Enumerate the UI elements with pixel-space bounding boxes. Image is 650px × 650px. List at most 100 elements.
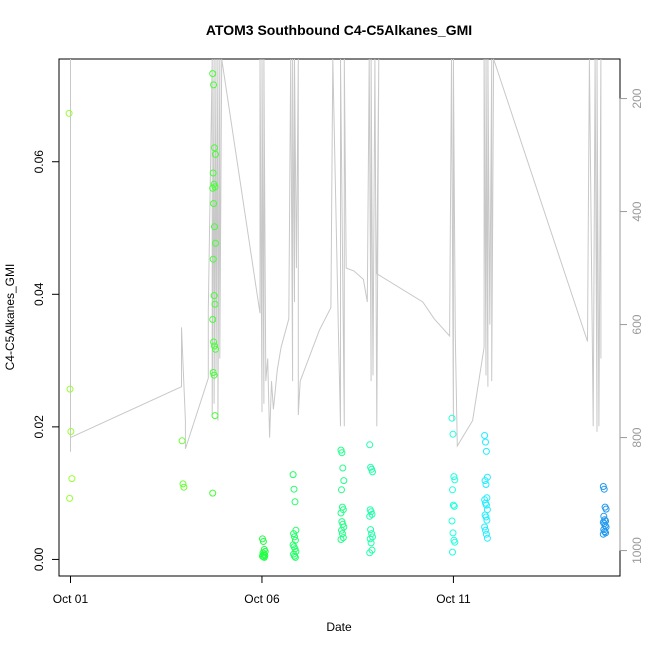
data-point: [210, 200, 218, 207]
data-point: [260, 550, 268, 558]
data-point: [599, 530, 607, 538]
data-point: [366, 441, 374, 449]
data-point: [483, 534, 491, 542]
data-point: [291, 533, 298, 541]
data-point: [481, 477, 489, 485]
data-point: [66, 494, 74, 502]
data-point: [449, 529, 457, 537]
data-point: [450, 502, 458, 510]
data-point: [482, 501, 490, 509]
data-point: [366, 512, 374, 520]
data-point: [337, 509, 345, 517]
data-point: [210, 371, 218, 379]
data-point: [178, 437, 186, 445]
y2-tick-label: 600: [630, 314, 644, 334]
data-point: [209, 70, 217, 78]
y2-tick-label: 1000: [630, 537, 644, 564]
data-point: [259, 538, 267, 545]
plot-frame: [58, 58, 621, 577]
data-point: [367, 539, 375, 547]
points-layer: [65, 70, 610, 561]
x-axis-label: Date: [326, 620, 352, 634]
data-point: [212, 239, 219, 247]
data-point: [179, 480, 187, 488]
data-point: [449, 486, 456, 494]
y-tick-label: 0.02: [32, 415, 46, 439]
data-point: [366, 535, 374, 543]
data-point: [600, 485, 608, 493]
data-point: [291, 553, 299, 561]
data-point: [260, 553, 268, 561]
data-point: [211, 144, 218, 152]
data-point: [209, 489, 217, 497]
x-tick-label: Oct 01: [53, 592, 89, 606]
data-point: [481, 432, 489, 439]
data-point: [209, 255, 217, 263]
data-point: [602, 505, 610, 513]
data-point: [67, 428, 75, 435]
data-point: [482, 530, 490, 538]
data-point: [481, 523, 489, 531]
y-tick-label: 0.00: [32, 547, 46, 571]
data-point: [451, 538, 459, 546]
data-point: [449, 548, 456, 556]
data-point: [369, 468, 376, 476]
data-point: [449, 430, 457, 438]
data-point: [210, 338, 218, 346]
y2-tick-label: 200: [630, 88, 644, 108]
data-point: [66, 385, 74, 393]
y-tick-label: 0.06: [32, 150, 46, 174]
data-point: [209, 169, 217, 177]
chart-title: ATOM3 Southbound C4-C5Alkanes_GMI: [206, 22, 472, 38]
data-point: [338, 486, 345, 494]
data-point: [449, 501, 457, 509]
data-point: [211, 300, 219, 308]
data-point: [65, 109, 73, 117]
data-point: [337, 536, 345, 543]
pressure-line-layer: [70, 58, 602, 452]
y2-axis: 200 400 600 800 1000: [619, 88, 644, 564]
y-axis-label: C4-C5Alkanes_GMI: [3, 264, 17, 371]
data-point: [259, 552, 266, 560]
data-point: [338, 526, 345, 534]
x-tick-label: Oct 11: [436, 592, 471, 606]
data-point: [209, 184, 217, 192]
data-point: [450, 473, 458, 481]
x-tick-label: Oct 06: [244, 592, 280, 606]
y-tick-label: 0.04: [32, 282, 46, 306]
data-point: [290, 530, 298, 538]
data-point: [482, 526, 489, 534]
data-point: [210, 81, 218, 89]
data-point: [210, 292, 218, 300]
data-point: [290, 485, 298, 493]
data-point: [289, 471, 297, 479]
data-point: [211, 223, 218, 231]
data-point: [483, 516, 491, 524]
data-point: [211, 412, 219, 420]
x-axis: Oct 01 Oct 06 Oct 11: [53, 575, 471, 606]
data-point: [482, 481, 490, 488]
data-point: [451, 476, 459, 484]
data-point: [482, 438, 489, 446]
pressure-line: [70, 58, 602, 452]
data-point: [448, 517, 456, 525]
data-point: [291, 552, 298, 560]
data-point: [212, 150, 219, 158]
data-point: [368, 510, 376, 518]
data-point: [180, 483, 188, 491]
data-point: [209, 316, 217, 323]
data-point: [482, 447, 490, 455]
data-point: [211, 342, 218, 350]
data-point: [340, 477, 348, 485]
y-axis: 0.00 0.02 0.04 0.06: [32, 150, 60, 571]
data-point: [448, 414, 456, 422]
data-point: [367, 526, 375, 534]
data-point: [212, 345, 219, 353]
data-point: [339, 464, 347, 472]
y2-tick-label: 800: [630, 427, 644, 447]
data-point: [291, 498, 299, 506]
data-point: [338, 449, 346, 457]
data-point: [68, 475, 76, 483]
data-point: [482, 513, 490, 521]
